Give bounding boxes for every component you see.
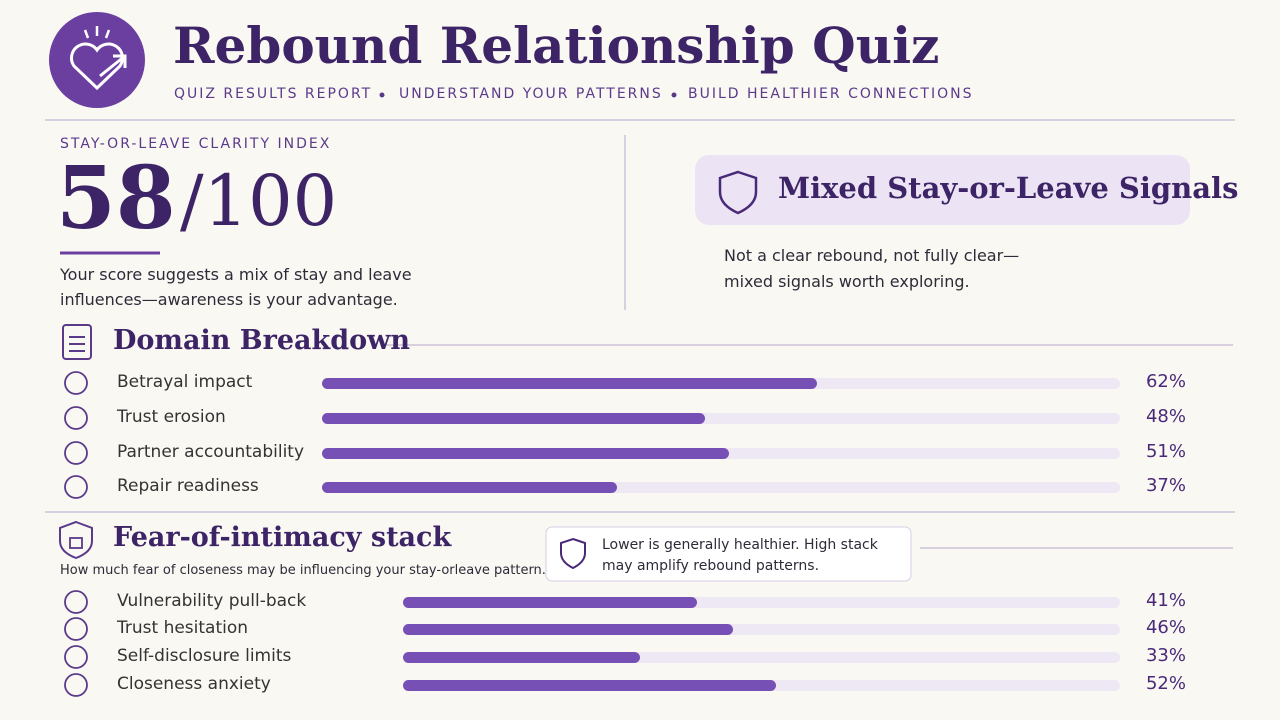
score-description: Your score suggests a mix of stay and le… <box>60 265 412 309</box>
logo-rays <box>83 26 111 39</box>
row-label: Repair readiness <box>117 476 259 496</box>
value-label: 37% <box>1145 475 1186 496</box>
value-label: 46% <box>1145 617 1186 638</box>
score-value: 58 <box>56 148 176 249</box>
row-icon <box>64 371 88 395</box>
shield-icon <box>718 170 758 215</box>
separator <box>671 92 677 98</box>
bar-track <box>322 482 1120 493</box>
row-icon <box>64 441 88 465</box>
row-icon <box>64 406 88 430</box>
value-label: 62% <box>1145 371 1186 392</box>
bar-track <box>403 597 1120 608</box>
row-label: Self-disclosure limits <box>117 646 292 666</box>
verdict-badge <box>695 155 1190 225</box>
row-label: Closeness anxiety <box>117 674 271 694</box>
verdict-title: Mixed Stay-or-Leave Signals <box>778 171 1239 205</box>
row-label: Vulnerability pull-back <box>117 591 307 611</box>
bar <box>403 680 776 691</box>
row-icon <box>64 617 88 641</box>
value-label: 52% <box>1145 673 1186 694</box>
bar-track <box>403 624 1120 635</box>
title: Rebound Relationship Quiz <box>173 16 940 75</box>
row-label: Partner accountability <box>117 442 305 462</box>
logo <box>49 12 145 108</box>
bar <box>322 482 618 493</box>
clipboard-lines <box>69 336 85 352</box>
row-icon <box>64 590 88 614</box>
value-label: 33% <box>1145 645 1186 666</box>
subtitle: BUILD HEALTHIER CONNECTIONS <box>688 86 974 102</box>
section-title: Fear-of-intimacy stack <box>113 522 452 553</box>
row-label: Trust hesitation <box>117 618 249 638</box>
bar <box>403 624 733 635</box>
callout-box <box>545 526 912 582</box>
subtitle: UNDERSTAND YOUR PATTERNS <box>399 86 663 102</box>
bar-track <box>403 652 1120 663</box>
score-scale: /100 <box>180 160 338 242</box>
row-label: Trust erosion <box>117 407 226 427</box>
lock-shield-icon <box>59 520 93 560</box>
bar-track <box>322 413 1120 424</box>
value-label: 51% <box>1145 441 1186 462</box>
value-label: 41% <box>1145 590 1186 611</box>
subtitle: QUIZ RESULTS REPORT <box>174 86 373 102</box>
bar <box>322 413 706 424</box>
bar <box>403 597 697 608</box>
section-title: Domain Breakdown <box>113 325 410 356</box>
bar <box>322 378 817 389</box>
section-subtitle: How much fear of closeness may be influe… <box>60 563 546 578</box>
verdict-note: Not a clear rebound, not fully clear—mix… <box>724 246 1020 291</box>
callout-text: Lower is generally healthier. High stack… <box>602 537 878 574</box>
value-label: 48% <box>1145 406 1186 427</box>
separator <box>379 92 385 98</box>
bar <box>403 652 640 663</box>
row-icon <box>64 645 88 669</box>
row-icon <box>64 673 88 697</box>
clipboard-icon <box>62 324 92 360</box>
row-icon <box>64 475 88 499</box>
lock <box>69 537 83 549</box>
bar <box>322 448 729 459</box>
logo-arrow <box>99 54 127 78</box>
shield-icon <box>560 537 586 570</box>
row-label: Betrayal impact <box>117 372 253 392</box>
score-label: STAY-OR-LEAVE CLARITY INDEX <box>60 136 332 152</box>
